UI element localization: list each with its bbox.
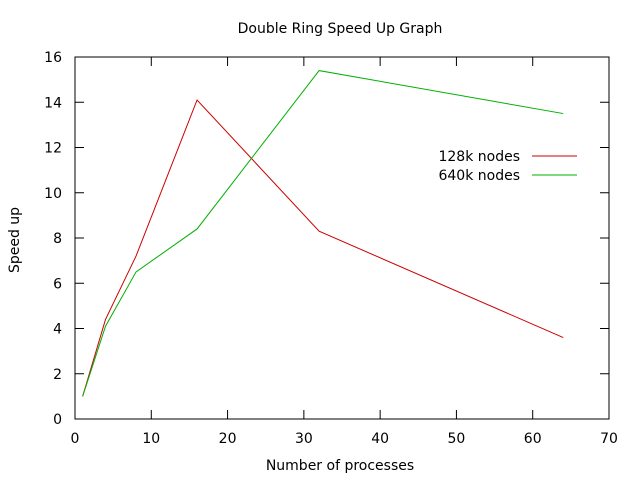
chart-title: Double Ring Speed Up Graph bbox=[238, 21, 443, 37]
y-axis-label: Speed up bbox=[7, 207, 23, 273]
series-line bbox=[82, 99, 564, 397]
y-tick-label: 0 bbox=[53, 412, 62, 428]
y-tick-label: 12 bbox=[44, 141, 62, 157]
x-tick-label: 70 bbox=[600, 431, 618, 447]
plot-frame bbox=[74, 56, 610, 420]
y-tick-label: 14 bbox=[44, 95, 62, 111]
x-tick-label: 20 bbox=[219, 431, 237, 447]
x-tick-label: 50 bbox=[448, 431, 466, 447]
legend: 128k nodes 640k nodes bbox=[438, 149, 577, 184]
series-lines bbox=[82, 70, 564, 397]
y-tick-label: 2 bbox=[53, 367, 62, 383]
y-tick-label: 6 bbox=[53, 276, 62, 292]
legend-label: 128k nodes bbox=[438, 149, 520, 165]
x-tick-label: 10 bbox=[142, 431, 160, 447]
tick-labels: 0 10 20 30 40 50 60 70 0 2 4 6 8 10 12 14 16 bbox=[44, 50, 618, 447]
tick-marks bbox=[74, 56, 610, 420]
series-line bbox=[82, 70, 564, 397]
axes bbox=[74, 56, 610, 420]
legend-label: 640k nodes bbox=[438, 168, 520, 184]
x-tick-label: 60 bbox=[524, 431, 542, 447]
y-tick-label: 8 bbox=[53, 231, 62, 247]
y-tick-label: 10 bbox=[44, 186, 62, 202]
y-tick-label: 4 bbox=[53, 322, 62, 338]
x-tick-label: 0 bbox=[71, 431, 80, 447]
x-axis-label: Number of processes bbox=[266, 458, 414, 474]
x-tick-label: 40 bbox=[371, 431, 389, 447]
x-tick-label: 30 bbox=[295, 431, 313, 447]
y-tick-label: 16 bbox=[44, 50, 62, 66]
